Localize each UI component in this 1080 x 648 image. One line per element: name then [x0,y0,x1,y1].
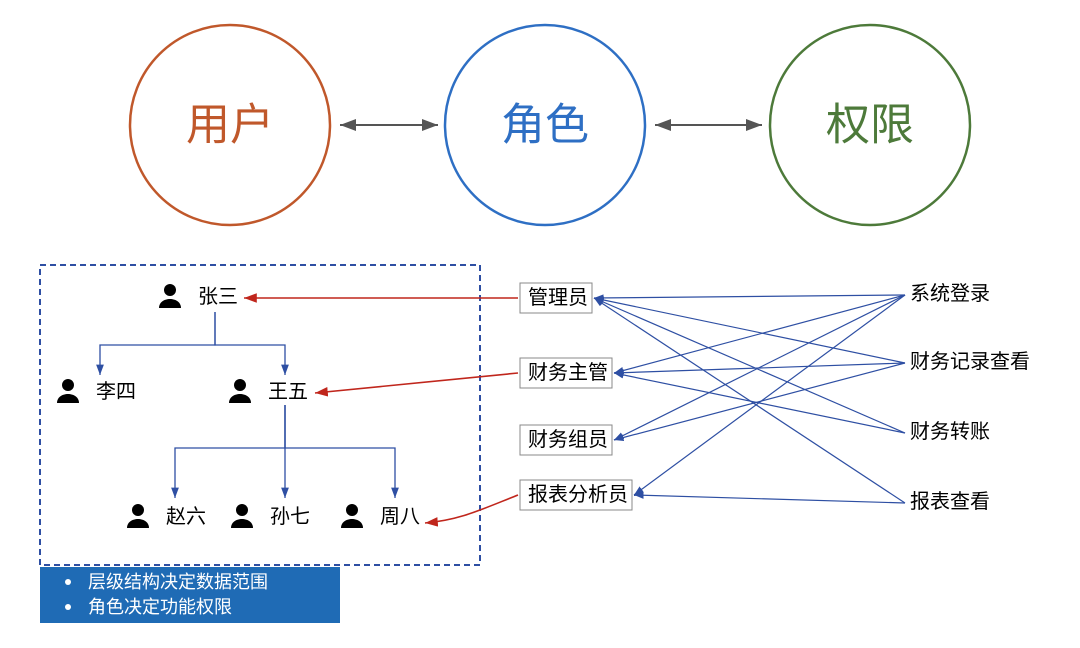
role-label-r2: 财务主管 [528,361,608,384]
hierarchy-edge-1 [215,312,285,375]
person-icon [341,504,363,528]
note-bullet-0 [65,579,71,585]
role-perm-edge-0 [594,295,905,298]
permission-label-p2: 财务记录查看 [910,350,1030,373]
person-icon [127,504,149,528]
concept-label-role: 角色 [501,101,589,150]
role-label-r4: 报表分析员 [528,483,628,506]
person-icon [231,504,253,528]
user-label-u1: 张三 [198,285,238,308]
user-label-u2: 李四 [96,380,136,403]
permission-label-p1: 系统登录 [910,282,990,305]
note-text-1: 角色决定功能权限 [88,597,232,617]
person-icon [229,379,251,403]
permission-label-p4: 报表查看 [910,490,990,513]
hierarchy-edge-0 [100,312,215,375]
role-perm-edge-7 [614,295,905,440]
user-label-u5: 孙七 [270,505,310,528]
hierarchy-edge-4 [285,405,395,498]
concept-label-perm: 权限 [826,101,914,150]
role-label-r3: 财务组员 [528,428,608,451]
role-perm-edge-9 [634,295,905,495]
concept-label-user: 用户 [186,101,274,150]
person-icon [159,284,181,308]
note-bullet-1 [65,604,71,610]
permission-label-p3: 财务转账 [910,420,990,443]
person-icon [57,379,79,403]
role-perm-edge-10 [634,495,905,503]
user-label-u6: 周八 [380,506,420,528]
user-label-u3: 王五 [268,381,308,403]
hierarchy-edge-2 [175,405,285,498]
role-perm-edge-8 [614,363,905,440]
diagram-canvas: 用户 角色 权限张三李四 王五赵六 孙七 周八 管理员财务主管财务组员报表分析员 系统登录财务… [0,0,1080,648]
role-label-r1: 管理员 [528,286,588,309]
user-label-u4: 赵六 [166,505,206,528]
note-text-0: 层级结构决定数据范围 [88,572,268,592]
role-user-arrow-2 [425,495,518,523]
role-perm-edge-4 [614,295,905,373]
role-user-arrow-1 [315,373,518,393]
